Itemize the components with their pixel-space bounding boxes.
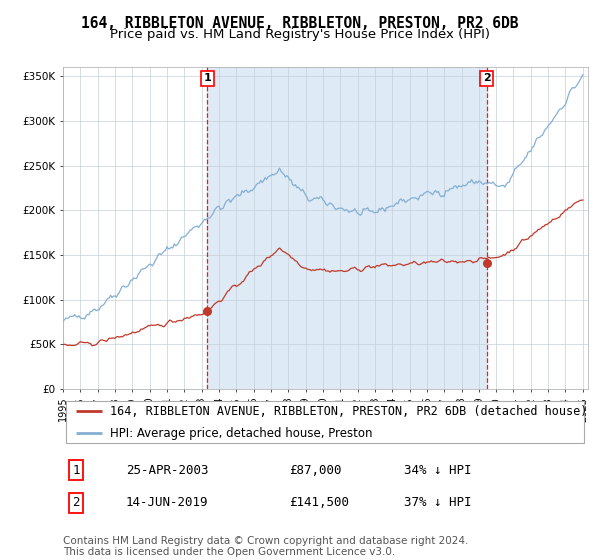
Text: 2: 2 [483,73,491,83]
Text: Contains HM Land Registry data © Crown copyright and database right 2024.
This d: Contains HM Land Registry data © Crown c… [63,535,469,557]
Text: £141,500: £141,500 [289,496,349,509]
Text: 37% ↓ HPI: 37% ↓ HPI [404,496,472,509]
Text: 164, RIBBLETON AVENUE, RIBBLETON, PRESTON, PR2 6DB (detached house): 164, RIBBLETON AVENUE, RIBBLETON, PRESTO… [110,405,587,418]
FancyBboxPatch shape [65,401,584,444]
Text: 25-APR-2003: 25-APR-2003 [126,464,209,477]
Bar [207,67,487,389]
Text: HPI: Average price, detached house, Preston: HPI: Average price, detached house, Pres… [110,427,373,440]
Text: 2: 2 [73,496,80,509]
Text: Price paid vs. HM Land Registry's House Price Index (HPI): Price paid vs. HM Land Registry's House … [110,28,490,41]
Text: 1: 1 [203,73,211,83]
Text: 34% ↓ HPI: 34% ↓ HPI [404,464,472,477]
Text: 164, RIBBLETON AVENUE, RIBBLETON, PRESTON, PR2 6DB: 164, RIBBLETON AVENUE, RIBBLETON, PRESTO… [81,16,519,31]
Text: 1: 1 [73,464,80,477]
Text: 14-JUN-2019: 14-JUN-2019 [126,496,209,509]
Text: £87,000: £87,000 [289,464,341,477]
